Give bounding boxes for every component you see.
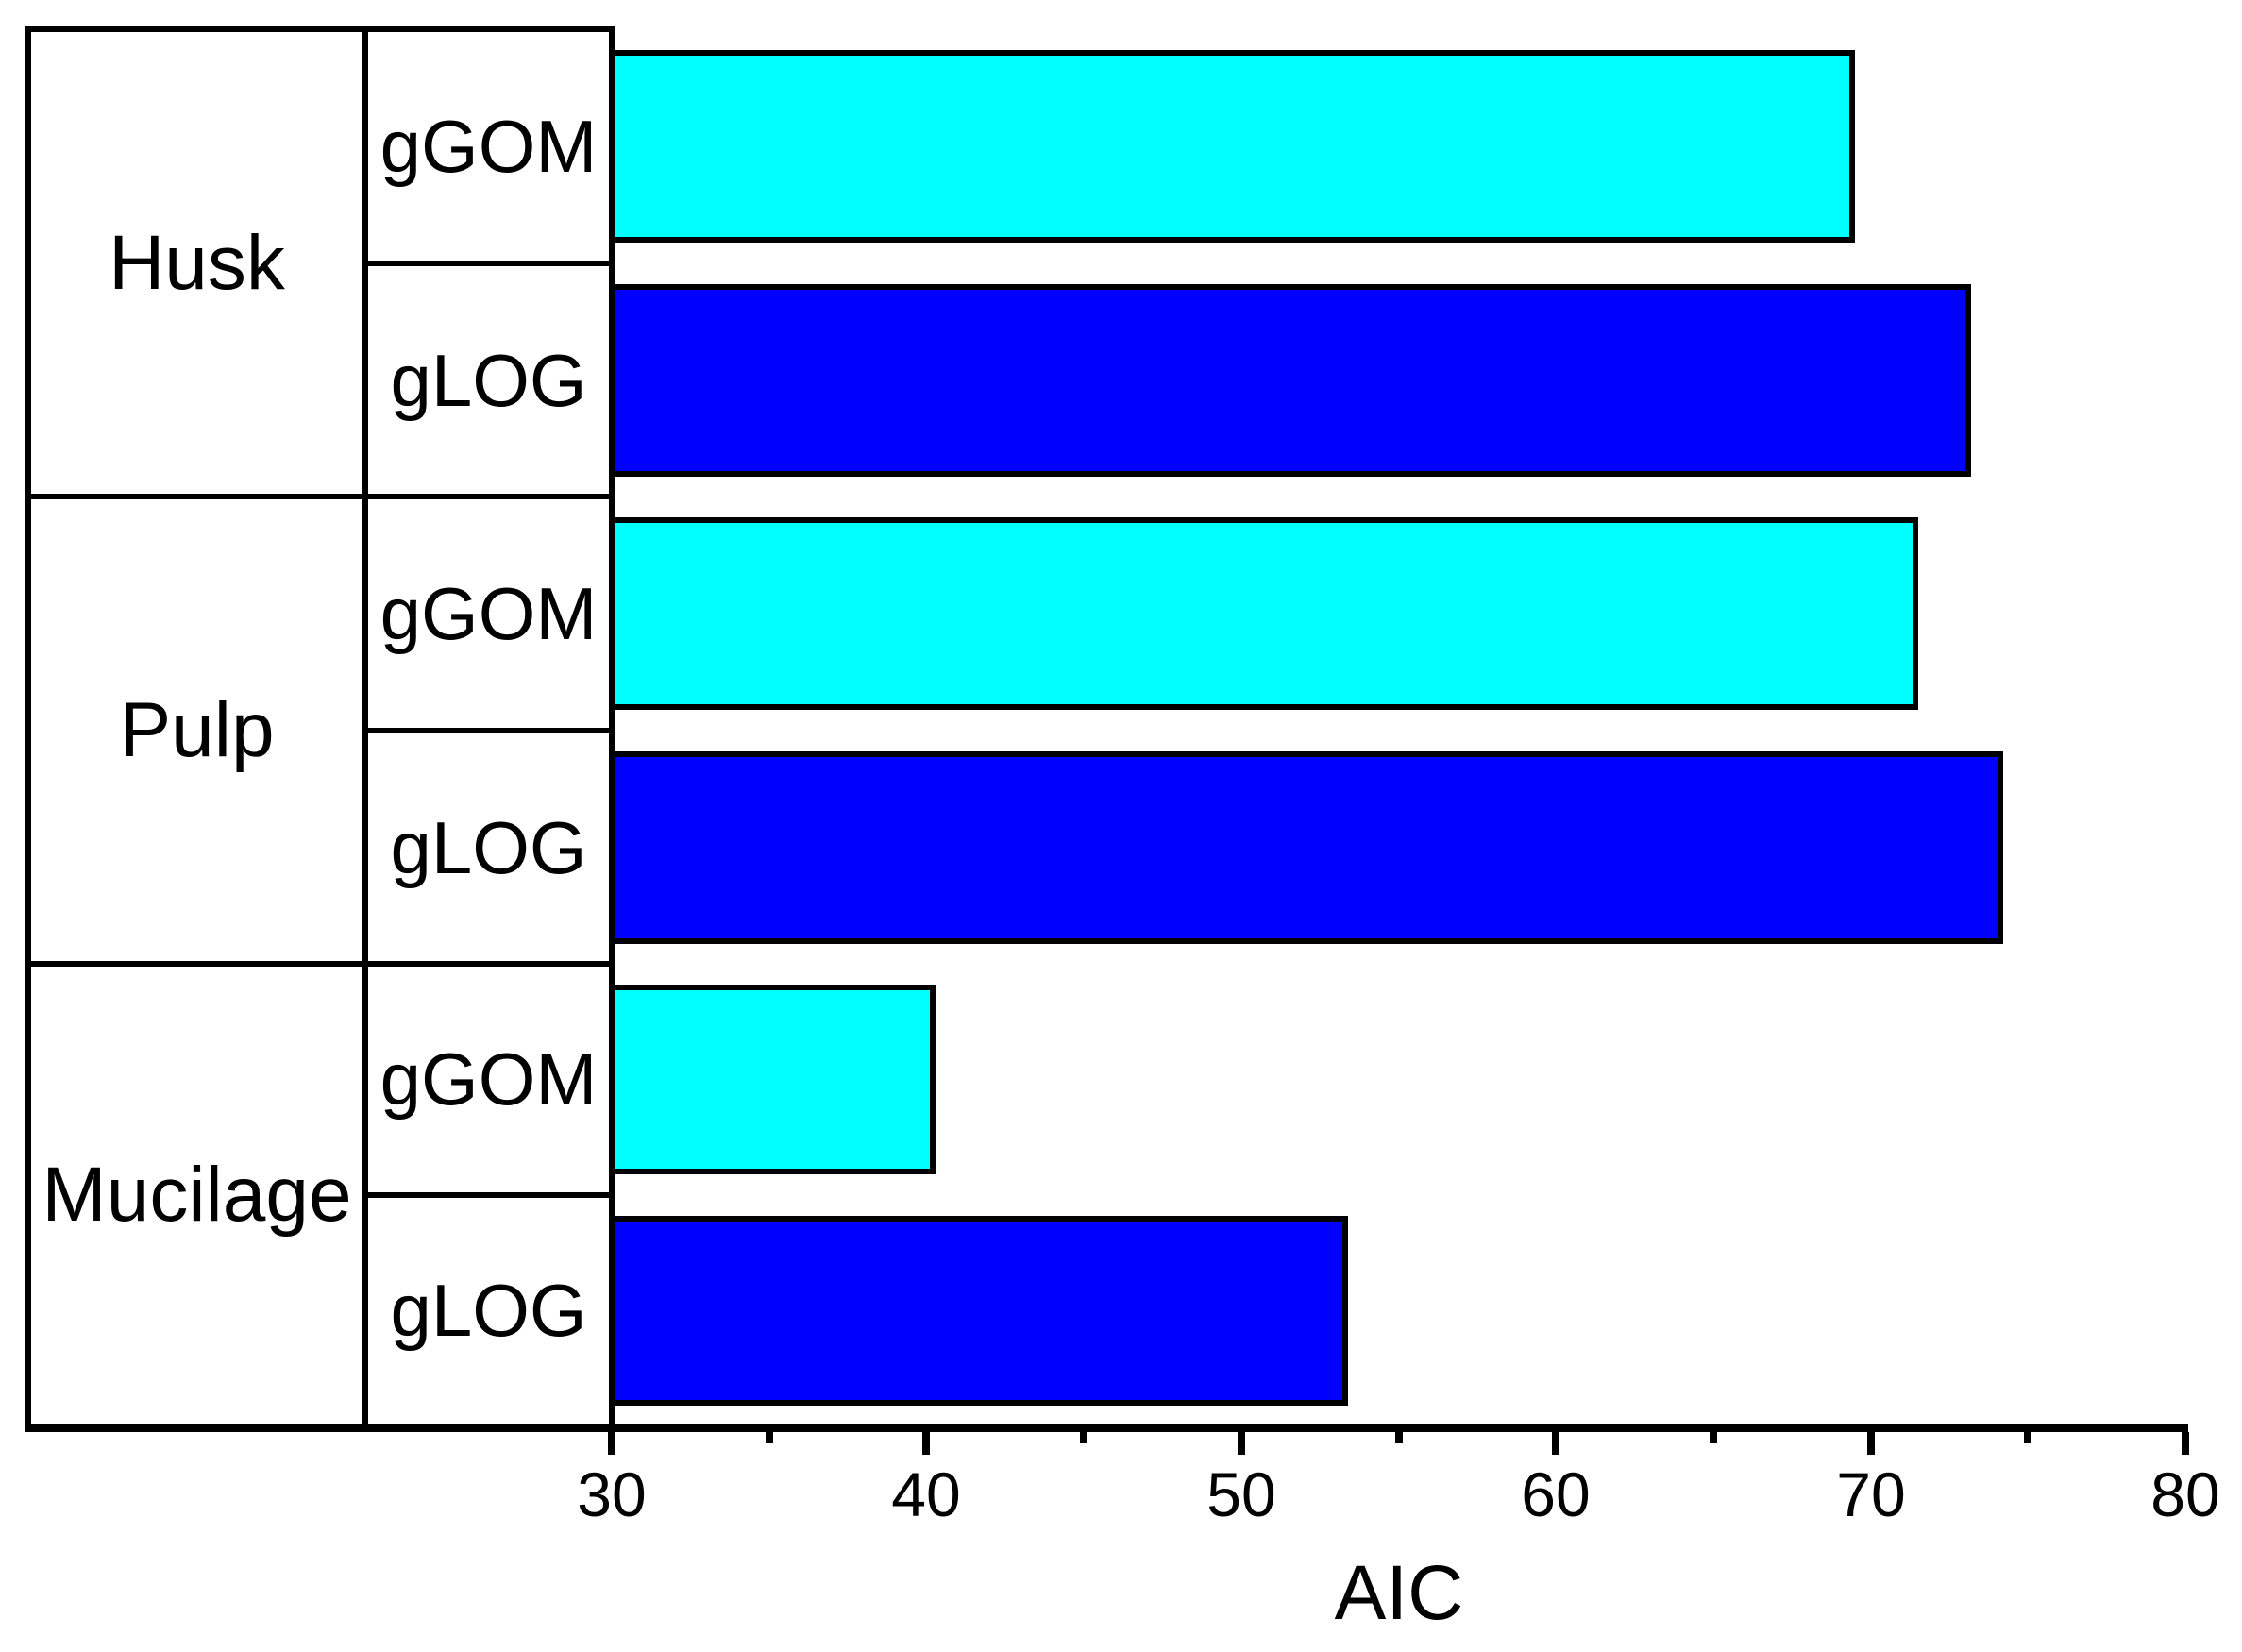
x-tick-label: 80 (2150, 1459, 2220, 1529)
table-subrow-divider (362, 728, 615, 733)
bar-pulp-ggom (609, 517, 1918, 710)
x-tick-label: 30 (577, 1459, 647, 1529)
x-major-tick (922, 1432, 930, 1455)
x-major-tick (1238, 1432, 1245, 1455)
x-axis-title: AIC (1334, 1550, 1464, 1636)
x-tick-label: 50 (1206, 1459, 1276, 1529)
x-major-tick (608, 1432, 615, 1455)
model-label: gLOG (390, 1269, 587, 1352)
x-minor-tick (1080, 1432, 1087, 1443)
model-label: gLOG (390, 338, 587, 422)
bar-mucilage-ggom (609, 985, 936, 1174)
model-label: gGOM (379, 104, 598, 188)
category-label: Pulp (119, 686, 275, 773)
x-minor-tick (1710, 1432, 1717, 1443)
bar-husk-ggom (609, 50, 1855, 243)
bar-pulp-glog (609, 751, 2003, 944)
x-major-tick (1867, 1432, 1875, 1455)
model-label: gGOM (379, 571, 598, 655)
table-row-border (25, 961, 615, 967)
x-tick-label: 60 (1521, 1459, 1591, 1529)
x-tick-label: 40 (891, 1459, 961, 1529)
bar-mucilage-glog (609, 1216, 1348, 1406)
table-subrow-divider (362, 261, 615, 266)
table-top-border (25, 26, 615, 32)
x-minor-tick (2024, 1432, 2031, 1443)
x-axis-line (25, 1424, 2188, 1432)
x-minor-tick (766, 1432, 773, 1443)
table-row-border (25, 494, 615, 499)
x-major-tick (1552, 1432, 1559, 1455)
model-label: gGOM (379, 1037, 598, 1121)
bar-husk-glog (609, 284, 1971, 477)
category-label: Mucilage (42, 1151, 352, 1238)
table-subrow-divider (362, 1192, 615, 1198)
x-tick-label: 70 (1836, 1459, 1906, 1529)
x-major-tick (2182, 1432, 2189, 1455)
x-minor-tick (1395, 1432, 1403, 1443)
model-label: gLOG (390, 805, 587, 889)
category-label: Husk (109, 219, 285, 306)
table-left-border (25, 26, 31, 1432)
